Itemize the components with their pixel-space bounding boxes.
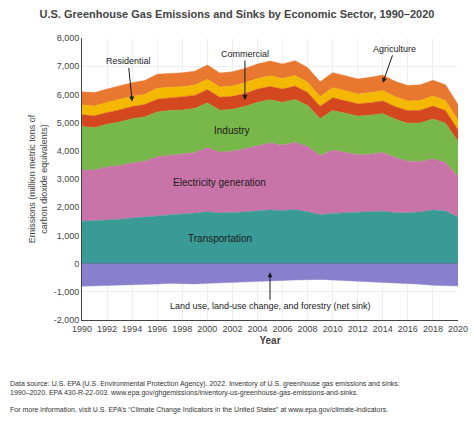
svg-text:2,000: 2,000 [57, 202, 80, 212]
svg-text:2014: 2014 [373, 324, 393, 334]
svg-text:Agriculture: Agriculture [373, 44, 416, 54]
svg-text:2010: 2010 [323, 324, 343, 334]
svg-text:6,000: 6,000 [57, 90, 80, 100]
svg-text:8,000: 8,000 [57, 33, 80, 43]
svg-text:Year: Year [259, 335, 280, 346]
svg-text:Industry: Industry [214, 125, 250, 136]
svg-text:1992: 1992 [97, 324, 117, 334]
svg-text:1994: 1994 [122, 324, 142, 334]
svg-text:-2,000: -2,000 [54, 315, 80, 325]
svg-text:For more information, visit U.: For more information, visit U.S. EPA’s “… [10, 406, 388, 414]
svg-text:U.S. Greenhouse Gas Emissions: U.S. Greenhouse Gas Emissions and Sinks … [40, 8, 435, 20]
svg-text:2016: 2016 [398, 324, 418, 334]
svg-text:-1,000: -1,000 [54, 287, 80, 297]
svg-text:1996: 1996 [147, 324, 167, 334]
svg-text:Commercial: Commercial [221, 49, 269, 59]
svg-text:2002: 2002 [222, 324, 242, 334]
svg-text:7,000: 7,000 [57, 61, 80, 71]
svg-text:5,000: 5,000 [57, 118, 80, 128]
svg-text:2012: 2012 [348, 324, 368, 334]
svg-text:Data source: U.S. EPA (U.S. En: Data source: U.S. EPA (U.S. Environmenta… [10, 380, 400, 397]
svg-text:1998: 1998 [172, 324, 192, 334]
svg-text:1,000: 1,000 [57, 231, 80, 241]
svg-text:Electricity generation: Electricity generation [173, 177, 266, 188]
svg-text:4,000: 4,000 [57, 146, 80, 156]
svg-text:3,000: 3,000 [57, 174, 80, 184]
svg-text:2008: 2008 [298, 324, 318, 334]
svg-text:2018: 2018 [423, 324, 443, 334]
svg-text:2000: 2000 [197, 324, 217, 334]
svg-text:2020: 2020 [448, 324, 468, 334]
svg-text:Residential: Residential [106, 56, 151, 66]
svg-text:2004: 2004 [247, 324, 267, 334]
svg-text:Emissions (million metric tons: Emissions (million metric tons ofcarbon … [27, 114, 49, 243]
svg-text:2006: 2006 [273, 324, 293, 334]
svg-text:0: 0 [74, 259, 79, 269]
svg-text:1990: 1990 [72, 324, 92, 334]
svg-text:Transportation: Transportation [188, 233, 252, 244]
svg-text:Land use, land-use change, and: Land use, land-use change, and forestry … [170, 301, 371, 311]
